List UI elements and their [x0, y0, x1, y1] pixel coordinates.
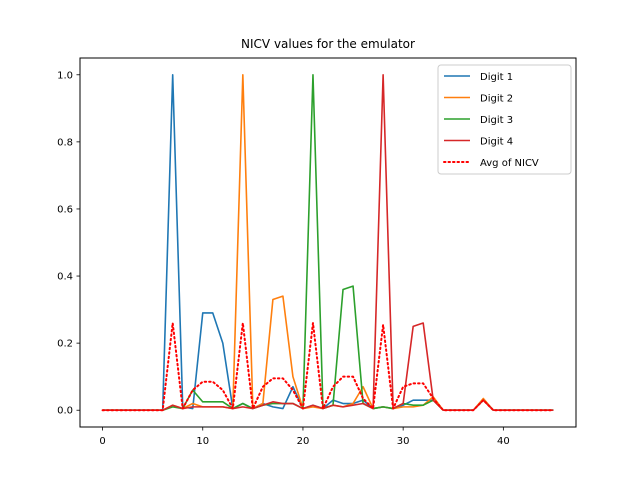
x-tick-label: 10	[196, 436, 209, 447]
legend-label-1: Digit 1	[480, 72, 513, 83]
x-tick-label: 30	[397, 436, 410, 447]
x-tick-label: 40	[497, 436, 510, 447]
legend-box	[437, 64, 572, 175]
legend-label-5: Avg of NICV	[480, 158, 539, 169]
x-tick-label: 20	[297, 436, 310, 447]
y-tick-label: 1.0	[57, 70, 73, 81]
y-tick-label: 0.8	[57, 137, 73, 148]
series-line-5	[101, 322, 555, 412]
plot-area	[101, 73, 555, 412]
legend: Digit 1 Digit 2 Digit 3 Digit 4 Avg of NICV	[437, 64, 572, 175]
legend-label-4: Digit 4	[480, 137, 513, 148]
axes-frame	[79, 57, 577, 428]
axis-ticks: 0 10 20 30 40 0.0 0.2 0.4 0.6 0.8 1.0	[57, 70, 510, 447]
y-tick-label: 0.6	[57, 204, 73, 215]
y-tick-label: 0.2	[57, 339, 73, 350]
legend-label-2: Digit 2	[480, 94, 513, 105]
y-tick-label: 0.4	[57, 272, 73, 283]
x-tick-label: 0	[99, 436, 105, 447]
y-tick-label: 0.0	[57, 406, 73, 417]
chart-title: NICV values for the emulator	[241, 37, 415, 51]
legend-label-3: Digit 3	[480, 115, 513, 126]
